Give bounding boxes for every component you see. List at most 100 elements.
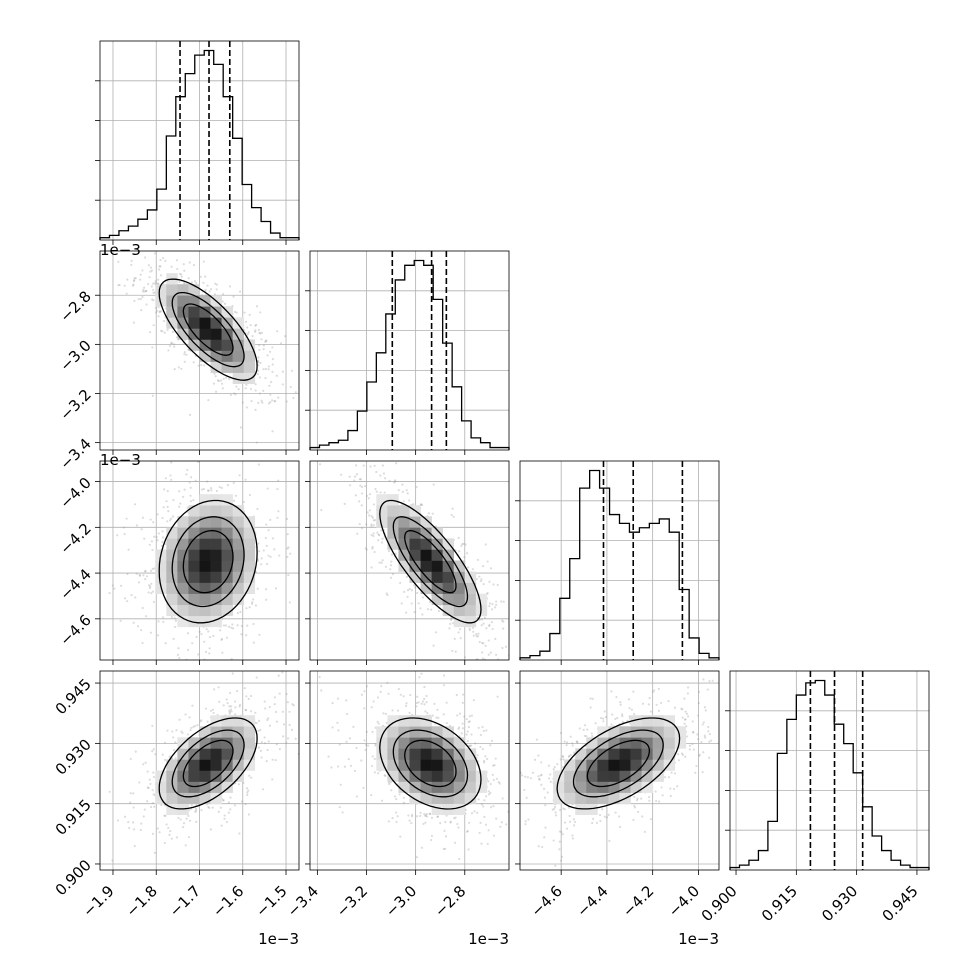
sample-point <box>372 534 375 538</box>
density-cell <box>398 527 410 539</box>
sample-point <box>386 681 389 684</box>
sample-point <box>395 820 398 823</box>
sample-point <box>292 396 295 400</box>
sample-point <box>174 619 177 622</box>
sample-point <box>244 708 247 711</box>
density-cell <box>387 715 399 727</box>
sample-point <box>398 793 401 796</box>
sample-point <box>159 310 163 313</box>
sample-point <box>197 461 200 463</box>
sample-point <box>379 690 382 693</box>
density-cell <box>586 803 598 816</box>
sample-point <box>474 742 477 745</box>
density-cell <box>641 759 653 771</box>
sample-point <box>419 811 422 814</box>
density-cell <box>431 582 443 594</box>
sample-point <box>371 516 374 519</box>
density-cell <box>199 582 211 594</box>
density-cell <box>398 748 410 760</box>
density-cell <box>210 770 222 782</box>
sample-point <box>191 642 194 645</box>
sample-point <box>607 813 610 816</box>
sample-point <box>235 673 237 675</box>
sample-point <box>287 546 290 549</box>
sample-point <box>572 824 576 827</box>
sample-point <box>573 751 576 754</box>
sample-point <box>640 797 643 800</box>
sample-point <box>214 282 217 285</box>
density-cell <box>177 593 189 606</box>
sample-point <box>488 580 491 583</box>
sample-point <box>370 533 373 537</box>
sample-point <box>485 729 488 732</box>
sample-point <box>228 711 231 714</box>
sample-point <box>563 740 566 743</box>
sample-point <box>449 619 453 622</box>
sample-point <box>256 507 259 511</box>
density-cell <box>475 781 488 793</box>
sample-point <box>635 799 639 802</box>
sample-point <box>170 342 173 345</box>
sample-point <box>311 411 313 413</box>
sample-point <box>129 801 132 804</box>
density-cell <box>243 361 256 373</box>
sample-point <box>490 620 493 624</box>
density-cell <box>221 715 233 727</box>
sample-point <box>221 300 224 303</box>
sample-point <box>184 844 187 847</box>
sample-point <box>271 358 274 361</box>
sample-point <box>524 820 527 823</box>
sample-point <box>211 806 214 809</box>
sample-point <box>167 509 170 513</box>
sample-point <box>265 598 268 601</box>
density-cell <box>232 549 245 561</box>
sample-point <box>336 697 340 700</box>
sample-point <box>168 344 172 348</box>
y-tick-label: −2.8 <box>56 287 94 325</box>
density-cell <box>453 593 466 606</box>
sample-point <box>488 623 491 627</box>
sample-point <box>463 656 466 659</box>
sample-point <box>476 657 479 660</box>
sample-point <box>517 806 519 808</box>
sample-point <box>359 478 362 481</box>
sample-point <box>327 755 330 758</box>
sample-point <box>562 807 565 810</box>
sample-point <box>406 595 409 599</box>
sample-point <box>215 489 219 493</box>
sample-point <box>488 624 491 627</box>
sample-point <box>239 426 242 429</box>
sample-point <box>482 805 485 808</box>
density-cell <box>210 615 222 628</box>
sample-point <box>475 633 478 636</box>
density-cell <box>464 604 477 617</box>
sample-point <box>187 836 191 839</box>
sample-point <box>482 565 485 568</box>
sample-point <box>222 377 225 380</box>
sample-point <box>385 592 388 595</box>
sample-point <box>234 706 237 709</box>
density-cell <box>641 737 653 749</box>
sample-point <box>141 290 145 293</box>
sample-point <box>182 495 185 498</box>
density-cell <box>188 295 200 307</box>
sample-point <box>396 709 400 712</box>
density-cell <box>188 284 200 296</box>
sample-point <box>213 293 217 296</box>
sample-point <box>108 591 111 595</box>
sample-point <box>371 546 374 549</box>
sample-point <box>681 753 685 756</box>
density-cell <box>210 516 222 528</box>
sample-point <box>220 637 224 641</box>
density-cell <box>243 560 256 572</box>
sample-point <box>423 703 426 706</box>
sample-point <box>395 798 398 801</box>
sample-point <box>468 744 472 748</box>
density-cell <box>442 737 455 749</box>
sample-point <box>586 728 589 731</box>
sample-point <box>595 821 599 824</box>
sample-point <box>498 782 501 785</box>
sample-point <box>156 634 160 637</box>
sample-point <box>483 815 486 818</box>
contour-line <box>379 499 482 624</box>
